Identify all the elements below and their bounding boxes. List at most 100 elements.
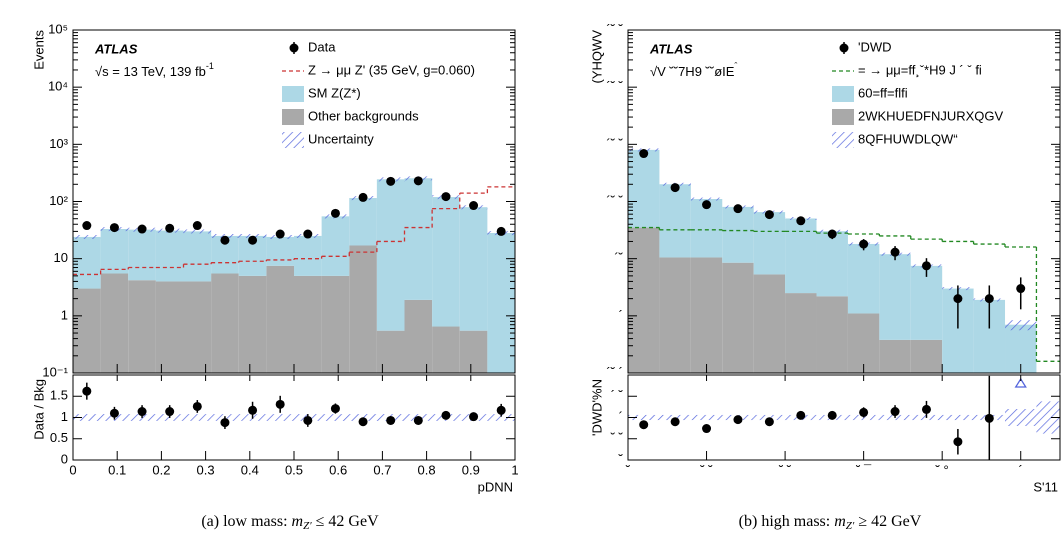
histogram-bar — [211, 273, 239, 373]
histogram-bar — [816, 296, 848, 373]
ratio-y-tick-label: ˘ ˘ — [610, 430, 623, 445]
ratio-point — [639, 420, 649, 430]
ratio-uncertainty-band — [628, 414, 660, 421]
histogram-bar — [183, 231, 212, 282]
ratio-point — [670, 417, 680, 427]
histogram-bar — [879, 339, 911, 373]
y-tick-label: ´˘ ˘ — [606, 21, 623, 36]
legend-marker — [832, 86, 854, 102]
data-point — [82, 221, 92, 231]
histogram-bar — [659, 184, 691, 258]
uncertainty-band — [183, 229, 212, 234]
histogram-bar — [155, 281, 184, 373]
ratio-uncertainty-band — [942, 414, 974, 421]
legend-label: = → μμ=ff¸ˇ*H9 J ´ ˇ fi — [858, 62, 982, 77]
ratio-point — [82, 386, 92, 396]
energy-label: √s = 13 TeV, 139 fb-1 — [95, 61, 214, 79]
legend-label: 2WKHUEDFNJURXQGV — [858, 108, 1004, 123]
caption-prefix: (a) low mass: — [201, 513, 291, 530]
x-tick-label: 0 — [69, 462, 76, 477]
ratio-uncertainty-band — [690, 414, 723, 421]
data-point — [220, 235, 230, 245]
energy-label: √V ˘˘7H9 ˘˘øIEˆ — [650, 61, 737, 79]
legend-label: 8QFHUWDLQW“ — [858, 131, 958, 146]
histogram-bar — [847, 313, 880, 373]
ratio-point — [469, 412, 479, 422]
y-tick-label: ´˘ ˘ — [606, 193, 623, 208]
ratio-point — [413, 415, 423, 425]
x-tick-label: ˘ ° — [935, 462, 949, 477]
ratio-y-axis-label: Data / Bkg — [31, 379, 46, 440]
ratio-point — [702, 424, 712, 434]
histogram-bar — [321, 275, 350, 373]
ratio-uncertainty-band — [487, 414, 515, 421]
histogram-bar — [73, 236, 101, 289]
x-tick-label: 0.3 — [197, 462, 215, 477]
data-point — [890, 247, 900, 257]
legend-label: Uncertainty — [308, 131, 374, 146]
histogram-bar — [659, 257, 691, 373]
histogram-bar — [690, 257, 723, 373]
x-tick-label: ˘ ˘ — [778, 462, 791, 477]
histogram-bar — [238, 275, 267, 373]
energy-text: √s = 13 TeV, 139 fb — [95, 64, 206, 79]
y-tick-label: 10⁵ — [48, 21, 68, 36]
y-axis-label: Events — [31, 30, 46, 70]
legend-label: Other backgrounds — [308, 108, 419, 123]
data-point — [639, 149, 649, 159]
main-plot — [628, 148, 1060, 373]
legend-marker — [832, 132, 854, 148]
caption-suffix: ≤ 42 GeV — [312, 513, 379, 530]
ratio-uncertainty-band — [266, 414, 294, 421]
histogram-bar — [321, 216, 350, 276]
histogram-bar — [128, 280, 156, 373]
ratio-uncertainty-band — [73, 414, 101, 421]
data-point — [275, 229, 285, 239]
data-point — [859, 239, 869, 249]
ratio-y-tick-label: 1 — [61, 409, 68, 424]
main-plot — [73, 176, 515, 373]
x-tick-label: ˘ ˘ — [699, 462, 712, 477]
histogram-bar — [294, 235, 322, 276]
histogram-bar — [73, 288, 101, 373]
legend-label: SM Z(Z*) — [308, 85, 361, 100]
histogram-bar — [910, 265, 943, 340]
ratio-y-tick-label: 1.5 — [50, 388, 68, 403]
histogram-bar — [722, 206, 754, 263]
ratio-point — [165, 407, 175, 417]
ratio-point — [192, 401, 202, 411]
data-point — [469, 201, 479, 211]
histogram-bar — [100, 273, 129, 373]
data-point — [670, 183, 680, 193]
legend-marker — [832, 109, 854, 125]
ratio-uncertainty-band — [321, 414, 350, 421]
ratio-offscale-arrow — [1014, 377, 1027, 388]
y-tick-label: 10 — [54, 250, 68, 265]
atlas-label: ATLAS — [649, 41, 693, 56]
histogram-bar — [816, 231, 848, 297]
data-point — [192, 221, 202, 231]
ratio-y-tick-label: ´ ˘ — [611, 388, 623, 403]
data-point — [764, 210, 774, 220]
caption-prefix: (b) high mass: — [739, 513, 835, 530]
histogram-bar — [349, 198, 377, 246]
caption-math: m — [834, 513, 846, 530]
ratio-point — [921, 404, 931, 414]
x-tick-label: ˘ ¯ — [855, 462, 872, 477]
legend-marker — [282, 86, 304, 102]
ratio-point — [764, 417, 774, 427]
histogram-bar — [100, 229, 129, 274]
ratio-y-tick-label: 0.5 — [50, 430, 68, 445]
ratio-y-tick-label: ´ — [619, 409, 623, 424]
histogram-bar — [785, 293, 817, 373]
ratio-point — [137, 407, 147, 417]
data-point — [441, 192, 451, 202]
ratio-point — [796, 410, 806, 420]
histogram-bar — [183, 281, 212, 373]
ratio-point — [220, 418, 230, 428]
histogram-bar — [404, 178, 433, 300]
y-tick-label: 10⁴ — [48, 79, 68, 94]
ratio-point — [496, 405, 506, 415]
x-tick-label: 0.6 — [329, 462, 347, 477]
